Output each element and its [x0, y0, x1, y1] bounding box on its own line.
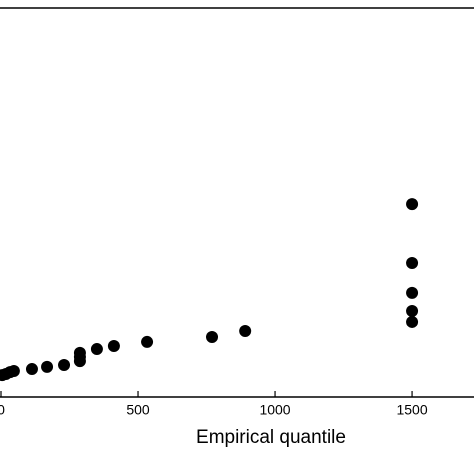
- point: [406, 286, 419, 299]
- point: [239, 324, 252, 337]
- x-tick-label: 1000: [259, 402, 290, 418]
- point: [141, 335, 154, 348]
- x-tick-label: 1500: [396, 402, 427, 418]
- point: [107, 340, 120, 353]
- point: [406, 198, 419, 211]
- point: [406, 304, 419, 317]
- point: [406, 257, 419, 270]
- x-tick-label: 500: [126, 402, 150, 418]
- x-tick-label: 0: [0, 402, 5, 418]
- point: [7, 364, 20, 377]
- point: [90, 343, 103, 356]
- point: [73, 346, 86, 359]
- point: [406, 315, 419, 328]
- point: [206, 331, 219, 344]
- point: [58, 358, 71, 371]
- point: [41, 360, 54, 373]
- x-axis-title: Empirical quantile: [196, 427, 346, 448]
- point: [25, 363, 38, 376]
